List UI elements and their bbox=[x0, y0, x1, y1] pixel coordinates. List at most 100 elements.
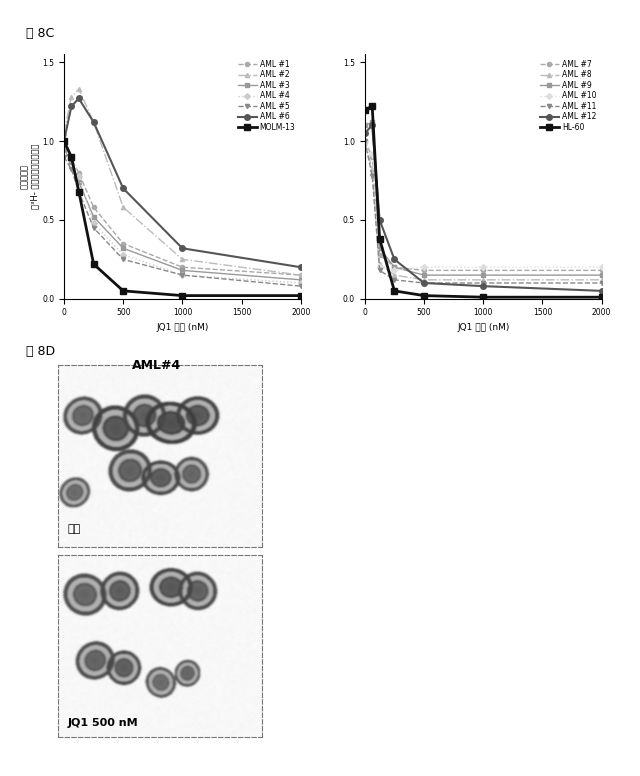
AML #11 bbox=[479, 279, 487, 288]
AML #2 bbox=[297, 271, 305, 280]
AML #7 bbox=[376, 250, 383, 259]
AML #6 bbox=[119, 184, 127, 193]
AML #1 bbox=[75, 168, 83, 177]
AML #1 bbox=[297, 271, 305, 280]
AML #6 bbox=[68, 102, 76, 111]
AML #11 bbox=[361, 137, 369, 146]
MOLM-13 bbox=[68, 152, 76, 161]
AML #7 bbox=[420, 265, 428, 275]
AML #4 bbox=[60, 137, 68, 146]
AML #10 bbox=[361, 137, 369, 146]
AML #8 bbox=[390, 271, 398, 280]
AML #5 bbox=[179, 271, 186, 280]
Line: AML #2: AML #2 bbox=[62, 87, 303, 277]
AML #2 bbox=[90, 117, 97, 126]
AML #1 bbox=[90, 203, 97, 212]
Line: AML #8: AML #8 bbox=[363, 139, 604, 282]
AML #8 bbox=[376, 259, 383, 268]
MOLM-13 bbox=[90, 259, 97, 268]
Line: AML #11: AML #11 bbox=[363, 139, 604, 285]
MOLM-13 bbox=[179, 291, 186, 300]
AML #6 bbox=[60, 137, 68, 146]
Line: AML #6: AML #6 bbox=[61, 95, 303, 270]
AML #4 bbox=[68, 152, 76, 161]
MOLM-13 bbox=[75, 187, 83, 196]
Line: MOLM-13: MOLM-13 bbox=[61, 138, 303, 299]
AML #2 bbox=[179, 255, 186, 264]
Line: AML #7: AML #7 bbox=[363, 139, 604, 272]
AML #9 bbox=[369, 117, 376, 126]
AML #1 bbox=[119, 239, 127, 248]
AML #3 bbox=[75, 178, 83, 187]
AML #6 bbox=[75, 94, 83, 103]
Line: AML #10: AML #10 bbox=[363, 139, 604, 272]
HL-60 bbox=[376, 234, 383, 244]
Line: HL-60: HL-60 bbox=[362, 103, 604, 300]
AML #3 bbox=[90, 212, 97, 221]
AML #3 bbox=[60, 144, 68, 154]
HL-60 bbox=[390, 286, 398, 296]
AML #11 bbox=[369, 171, 376, 180]
AML #4 bbox=[119, 250, 127, 259]
Y-axis label: 相対増殖率
（³H- チミジン取り込み）: 相対増殖率 （³H- チミジン取り込み） bbox=[20, 144, 40, 210]
AML #11 bbox=[376, 265, 383, 275]
AML #5 bbox=[60, 152, 68, 161]
AML #10 bbox=[369, 149, 376, 158]
HL-60 bbox=[369, 102, 376, 111]
AML #1 bbox=[60, 137, 68, 146]
AML #3 bbox=[297, 275, 305, 285]
AML #9 bbox=[376, 244, 383, 253]
AML #2 bbox=[60, 129, 68, 138]
AML #4 bbox=[179, 271, 186, 280]
AML #12 bbox=[479, 282, 487, 291]
AML #12 bbox=[376, 215, 383, 224]
AML #10 bbox=[390, 265, 398, 275]
AML #8 bbox=[598, 275, 605, 285]
X-axis label: JQ1 濃度 (nM): JQ1 濃度 (nM) bbox=[457, 323, 509, 332]
AML #11 bbox=[390, 275, 398, 285]
AML #11 bbox=[598, 279, 605, 288]
AML #5 bbox=[119, 255, 127, 264]
AML #12 bbox=[369, 120, 376, 130]
MOLM-13 bbox=[60, 137, 68, 146]
AML #9 bbox=[420, 271, 428, 280]
AML #7 bbox=[369, 152, 376, 161]
HL-60 bbox=[479, 293, 487, 302]
Legend: AML #7, AML #8, AML #9, AML #10, AML #11, AML #12, HL-60: AML #7, AML #8, AML #9, AML #10, AML #11… bbox=[538, 58, 598, 133]
AML #9 bbox=[361, 120, 369, 130]
Text: 対照: 対照 bbox=[68, 525, 81, 535]
AML #7 bbox=[361, 137, 369, 146]
AML #2 bbox=[68, 92, 76, 102]
AML #1 bbox=[179, 262, 186, 272]
AML #10 bbox=[479, 262, 487, 272]
AML #12 bbox=[420, 279, 428, 288]
AML #10 bbox=[376, 262, 383, 272]
AML #5 bbox=[297, 282, 305, 291]
AML #4 bbox=[75, 171, 83, 180]
AML #2 bbox=[75, 85, 83, 94]
Legend: AML #1, AML #2, AML #3, AML #4, AML #5, AML #6, MOLM-13: AML #1, AML #2, AML #3, AML #4, AML #5, … bbox=[236, 58, 297, 133]
Text: 図 8C: 図 8C bbox=[26, 27, 54, 40]
AML #12 bbox=[598, 286, 605, 296]
AML #6 bbox=[297, 262, 305, 272]
AML #5 bbox=[90, 223, 97, 233]
AML #1 bbox=[68, 155, 76, 165]
AML #12 bbox=[361, 129, 369, 138]
AML #8 bbox=[361, 137, 369, 146]
AML #6 bbox=[90, 117, 97, 126]
AML #11 bbox=[420, 279, 428, 288]
AML #3 bbox=[119, 244, 127, 253]
Text: 図 8D: 図 8D bbox=[26, 345, 55, 359]
AML #7 bbox=[479, 265, 487, 275]
Line: AML #4: AML #4 bbox=[62, 139, 303, 285]
HL-60 bbox=[361, 105, 369, 114]
AML #10 bbox=[598, 262, 605, 272]
AML #9 bbox=[390, 262, 398, 272]
Line: AML #9: AML #9 bbox=[363, 120, 604, 277]
X-axis label: JQ1 濃度 (nM): JQ1 濃度 (nM) bbox=[156, 323, 209, 332]
AML #12 bbox=[390, 255, 398, 264]
Text: AML#4: AML#4 bbox=[132, 359, 181, 372]
AML #3 bbox=[179, 265, 186, 275]
Line: AML #12: AML #12 bbox=[362, 123, 604, 293]
AML #8 bbox=[369, 165, 376, 174]
